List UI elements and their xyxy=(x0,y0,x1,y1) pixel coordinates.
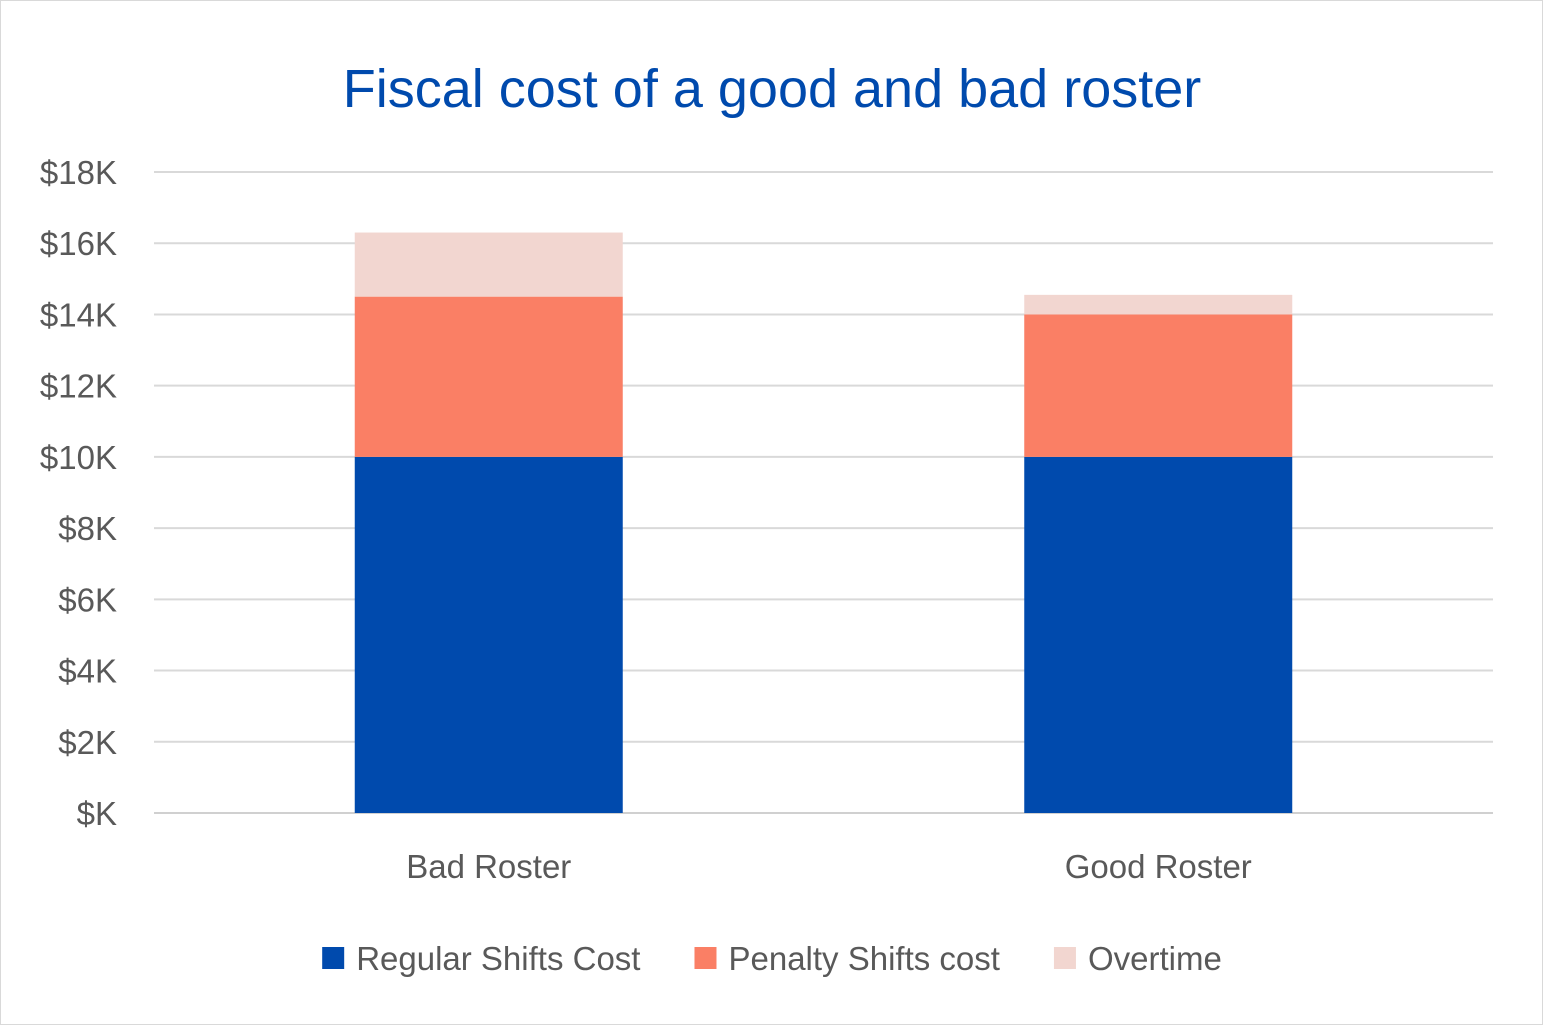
bar-bad-roster-regular-shifts-cost xyxy=(354,456,623,813)
x-category-label: Bad Roster xyxy=(406,848,571,885)
bars xyxy=(354,232,1293,813)
x-category-label: Good Roster xyxy=(1065,848,1252,885)
chart-title: Fiscal cost of a good and bad roster xyxy=(343,59,1202,119)
legend-label-overtime: Overtime xyxy=(1088,940,1222,977)
y-axis-ticks: $K $2K $4K $6K $8K $10K $12K $14K $16K $18K xyxy=(40,154,117,832)
bar-good-roster-overtime xyxy=(1024,294,1293,315)
legend-label-penalty-shifts-cost: Penalty Shifts cost xyxy=(728,940,999,977)
legend-swatch-overtime xyxy=(1053,947,1076,969)
y-tick-label: $8K xyxy=(58,510,117,547)
y-tick-label: $K xyxy=(77,795,117,832)
legend-swatch-penalty-shifts-cost xyxy=(694,947,717,969)
y-tick-label: $2K xyxy=(58,724,117,761)
y-tick-label: $14K xyxy=(40,296,117,333)
y-tick-label: $10K xyxy=(40,439,117,476)
y-tick-label: $6K xyxy=(58,581,117,618)
legend-label-regular-shifts-cost: Regular Shifts Cost xyxy=(356,940,640,977)
y-tick-label: $12K xyxy=(40,368,117,405)
bar-bad-roster-overtime xyxy=(354,232,623,297)
x-axis-categories: Bad Roster Good Roster xyxy=(406,848,1252,885)
y-tick-label: $18K xyxy=(40,154,117,191)
bar-bad-roster-penalty-shifts-cost xyxy=(354,296,623,457)
bar-good-roster-penalty-shifts-cost xyxy=(1024,314,1293,457)
y-tick-label: $4K xyxy=(58,653,117,690)
bar-good-roster-regular-shifts-cost xyxy=(1024,456,1293,813)
legend: Regular Shifts Cost Penalty Shifts cost Ov… xyxy=(322,940,1222,977)
y-tick-label: $16K xyxy=(40,225,117,262)
legend-swatch-regular-shifts-cost xyxy=(322,947,345,969)
